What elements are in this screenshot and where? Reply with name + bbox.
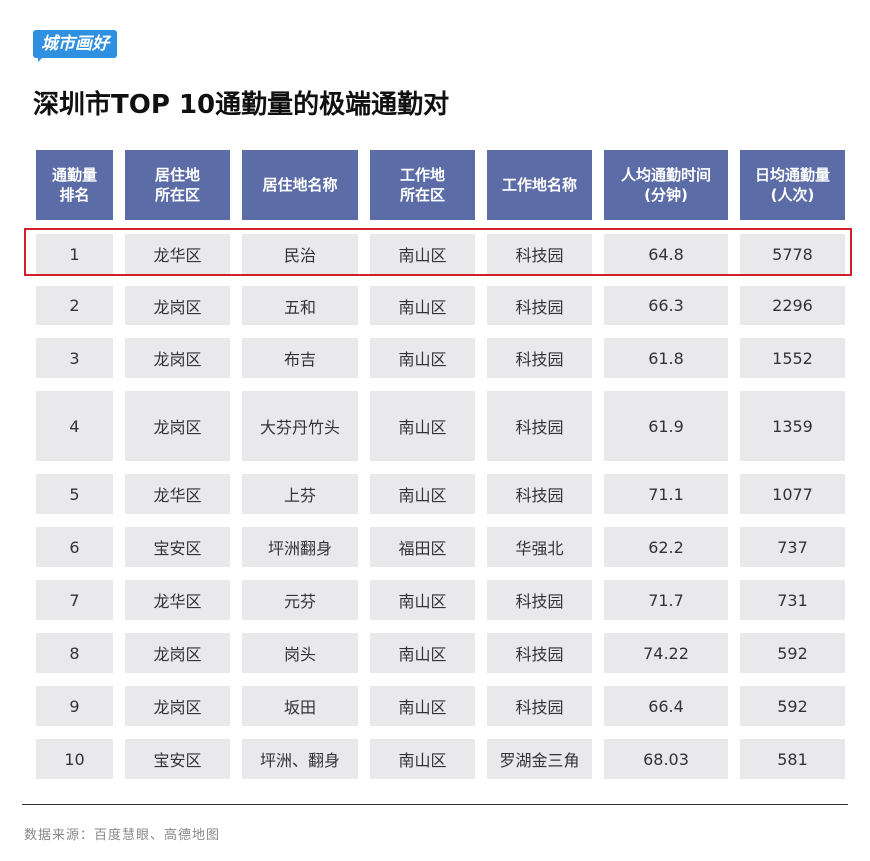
column-header: 人均通勤时间 (分钟): [604, 150, 728, 220]
table-cell: 龙岗区: [125, 686, 230, 726]
table-cell: 龙岗区: [125, 338, 230, 378]
table-cell: 7: [36, 580, 113, 620]
table-cell: 南山区: [370, 338, 475, 378]
table-cell: 592: [740, 686, 845, 726]
table-cell: 66.3: [604, 286, 728, 325]
table-cell: 南山区: [370, 474, 475, 514]
table-cell: 592: [740, 633, 845, 673]
table-cell: 8: [36, 633, 113, 673]
table-cell: 科技园: [487, 580, 592, 620]
highlight-box: [24, 228, 852, 276]
column-header: 工作地 所在区: [370, 150, 475, 220]
table-cell: 4: [36, 391, 113, 461]
table-cell: 南山区: [370, 286, 475, 325]
table-cell: 元芬: [242, 580, 358, 620]
table-cell: 2296: [740, 286, 845, 325]
table-cell: 科技园: [487, 286, 592, 325]
table-cell: 福田区: [370, 527, 475, 567]
table-cell: 6: [36, 527, 113, 567]
table-cell: 南山区: [370, 234, 475, 274]
table-cell: 61.8: [604, 338, 728, 378]
table-cell: 61.9: [604, 391, 728, 461]
table-cell: 民治: [242, 234, 358, 274]
source: 数据来源：百度慧眼、高德地图: [24, 828, 221, 843]
table-cell: 581: [740, 739, 845, 779]
table-cell: 10: [36, 739, 113, 779]
table-cell: 科技园: [487, 633, 592, 673]
table-cell: 科技园: [487, 474, 592, 514]
column-header: 日均通勤量 (人次): [740, 150, 845, 220]
table-cell: 科技园: [487, 338, 592, 378]
table-cell: 731: [740, 580, 845, 620]
table-cell: 南山区: [370, 580, 475, 620]
table-cell: 南山区: [370, 633, 475, 673]
table-cell: 1552: [740, 338, 845, 378]
table-cell: 1359: [740, 391, 845, 461]
table-cell: 龙华区: [125, 474, 230, 514]
table-cell: 龙华区: [125, 580, 230, 620]
table-cell: 龙岗区: [125, 633, 230, 673]
table-cell: 5778: [740, 234, 845, 274]
table-cell: 坪洲、翻身: [242, 739, 358, 779]
table-cell: 1077: [740, 474, 845, 514]
logo-tail: [38, 56, 44, 62]
table-cell: 68.03: [604, 739, 728, 779]
table-cell: 宝安区: [125, 739, 230, 779]
table-cell: 71.1: [604, 474, 728, 514]
table-cell: 罗湖金三角: [487, 739, 592, 779]
table-cell: 坪洲翻身: [242, 527, 358, 567]
rule: [22, 804, 848, 805]
table-cell: 1: [36, 234, 113, 274]
column-header: 通勤量 排名: [36, 150, 113, 220]
column-header: 工作地名称: [487, 150, 592, 220]
table-cell: 科技园: [487, 391, 592, 461]
table-cell: 坂田: [242, 686, 358, 726]
table-cell: 布吉: [242, 338, 358, 378]
table-cell: 五和: [242, 286, 358, 325]
table-cell: 岗头: [242, 633, 358, 673]
table-cell: 上芬: [242, 474, 358, 514]
column-header: 居住地名称: [242, 150, 358, 220]
table-cell: 66.4: [604, 686, 728, 726]
table-cell: 737: [740, 527, 845, 567]
table-cell: 3: [36, 338, 113, 378]
table-cell: 5: [36, 474, 113, 514]
table-cell: 科技园: [487, 234, 592, 274]
table-cell: 宝安区: [125, 527, 230, 567]
table-cell: 龙岗区: [125, 391, 230, 461]
table-cell: 大芬丹竹头: [242, 391, 358, 461]
table-cell: 南山区: [370, 391, 475, 461]
table-cell: 龙华区: [125, 234, 230, 274]
table-cell: 64.8: [604, 234, 728, 274]
table-cell: 龙岗区: [125, 286, 230, 325]
table-cell: 74.22: [604, 633, 728, 673]
table-cell: 62.2: [604, 527, 728, 567]
column-header: 居住地 所在区: [125, 150, 230, 220]
logo: 城市画好: [33, 30, 117, 58]
title: 深圳市TOP 10通勤量的极端通勤对: [33, 90, 450, 120]
table-cell: 9: [36, 686, 113, 726]
table-cell: 南山区: [370, 739, 475, 779]
table-cell: 2: [36, 286, 113, 325]
table-cell: 南山区: [370, 686, 475, 726]
table-cell: 71.7: [604, 580, 728, 620]
table-cell: 华强北: [487, 527, 592, 567]
table-cell: 科技园: [487, 686, 592, 726]
